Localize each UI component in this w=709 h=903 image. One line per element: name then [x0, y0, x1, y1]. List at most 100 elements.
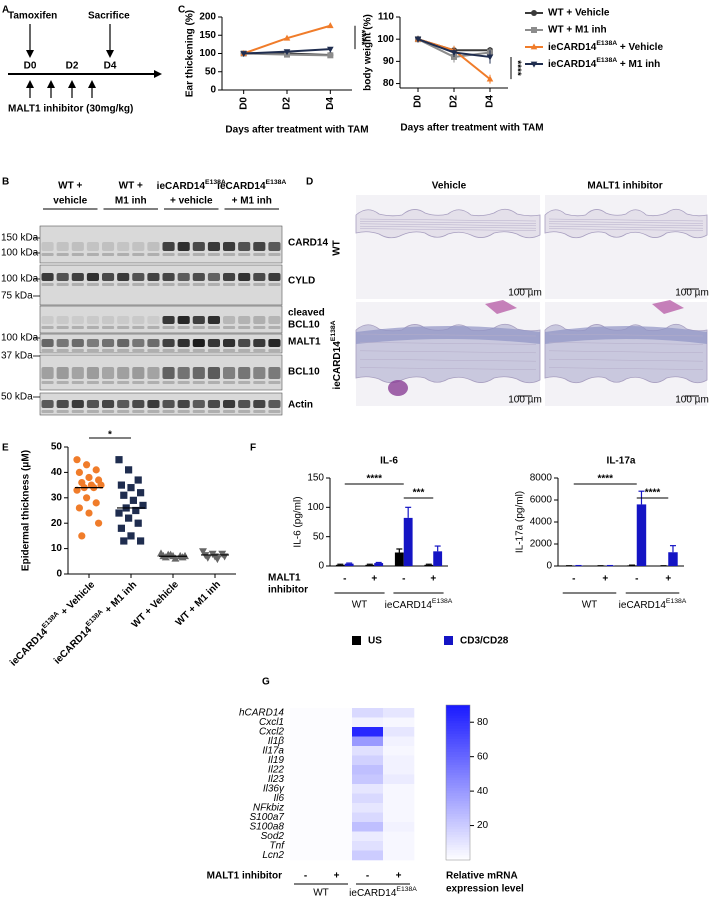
colorbar-tick-label: 60 — [477, 751, 489, 762]
column-label: Vehicle — [432, 181, 467, 192]
legend-label: ieCARD14E138A + Vehicle — [548, 40, 663, 53]
legend-marker — [530, 43, 538, 50]
colorbar-step — [446, 705, 470, 708]
colorbar-step — [446, 823, 470, 827]
gene-label: Tnf — [270, 840, 286, 851]
x-tick-label: - — [402, 574, 405, 585]
blot-band — [192, 367, 205, 379]
blot-band — [162, 349, 175, 352]
heat-cell — [352, 755, 384, 766]
colorbar-step — [446, 836, 470, 840]
blot-strip — [39, 333, 283, 354]
blot-band — [177, 326, 190, 329]
colorbar-step — [446, 748, 470, 752]
micrograph — [545, 195, 707, 299]
protein-label: CARD14 — [288, 238, 328, 249]
heat-cell — [321, 727, 353, 737]
blot-band — [147, 316, 160, 324]
blot-band — [86, 410, 99, 413]
heat-cell — [290, 803, 322, 813]
data-point — [115, 509, 123, 517]
colorbar-step — [446, 795, 470, 799]
data-point — [125, 466, 133, 474]
x-tick-label: D4 — [485, 95, 496, 108]
colorbar-step — [446, 800, 470, 804]
blot-band — [162, 410, 175, 413]
tissue-fiber — [548, 358, 704, 362]
protein-label: cleaved — [288, 308, 325, 319]
colorbar-step — [446, 854, 470, 858]
text-part: ieCARD14 — [619, 600, 667, 611]
y-tick-label: 6000 — [530, 495, 553, 506]
blot-band — [71, 400, 84, 408]
blot-band — [268, 326, 281, 329]
heat-cell — [321, 803, 353, 813]
heat-cell — [383, 746, 415, 756]
blot-band — [132, 326, 145, 329]
heat-cell — [352, 822, 384, 832]
tissue-fiber — [548, 218, 704, 222]
blot-band — [132, 273, 145, 281]
blot-band — [253, 326, 266, 329]
data-point — [134, 519, 142, 527]
blot-band — [238, 381, 251, 384]
blot-band — [117, 400, 130, 408]
blot-band — [268, 410, 281, 413]
group-label: ieCARD14E138A — [349, 886, 417, 899]
blot-band — [71, 253, 84, 256]
blot-band — [132, 367, 145, 379]
heat-cell — [383, 812, 415, 823]
blot-band — [132, 400, 145, 408]
kda-label: 37 kDa — [1, 351, 33, 362]
blot-band — [268, 273, 281, 281]
blot-band — [86, 381, 99, 384]
colorbar-step — [446, 723, 470, 727]
heat-cell — [290, 812, 322, 823]
heat-cell — [321, 736, 353, 747]
y-axis-label: IL-6 (pg/ml) — [293, 496, 304, 547]
blot-band — [117, 316, 130, 324]
y-axis-label: body weight (%) — [363, 14, 374, 91]
bar — [668, 552, 678, 566]
blot-band — [223, 283, 236, 286]
bar — [403, 517, 413, 566]
y-tick-label: 20 — [51, 518, 63, 529]
blot-band — [132, 242, 145, 251]
y-tick-label: 0 — [56, 569, 62, 580]
data-point — [181, 551, 189, 560]
gene-label: Il17a — [262, 745, 284, 756]
colorbar-step — [446, 782, 470, 786]
scale — [485, 300, 517, 314]
tissue-fiber — [359, 225, 537, 229]
colorbar-step — [446, 790, 470, 794]
tissue — [355, 208, 541, 239]
data-point — [117, 481, 125, 489]
row-label: MALT1 — [268, 573, 301, 584]
blot-band — [86, 242, 99, 251]
blot-band — [223, 381, 236, 384]
gene-label: Cxcl2 — [259, 726, 284, 737]
heat-cell — [321, 765, 353, 775]
text-part: ieCARD14 — [332, 341, 343, 390]
blot-band — [207, 381, 220, 384]
data-point — [137, 489, 145, 497]
blot-band — [192, 253, 205, 256]
colorbar-step — [446, 733, 470, 737]
blot-band — [147, 326, 160, 329]
scale-bar-label: 100 µm — [675, 395, 709, 406]
significance: **** — [645, 488, 661, 499]
data-point — [283, 49, 291, 56]
blot-band — [162, 326, 175, 329]
tissue-fiber — [359, 350, 537, 354]
blot-band — [117, 283, 130, 286]
tissue-fiber — [359, 342, 537, 345]
blot-band — [223, 410, 236, 413]
blot-band — [162, 339, 175, 347]
blot-band — [41, 381, 54, 384]
scale-bar-label: 100 µm — [508, 288, 542, 299]
colorbar-step — [446, 813, 470, 817]
x-tick-label: D4 — [325, 97, 336, 110]
protein-label: CYLD — [288, 276, 315, 287]
